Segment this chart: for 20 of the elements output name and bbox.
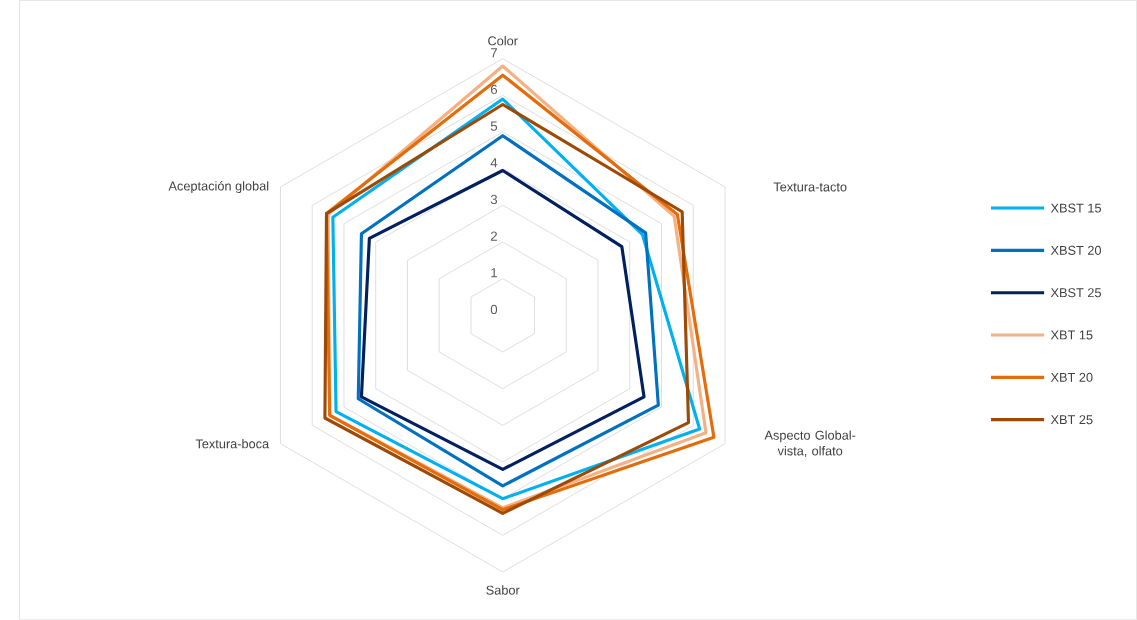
spoke-label: Textura-boca [195, 439, 270, 449]
y-tick-label: 6 [490, 84, 498, 95]
spoke-label: Color [488, 36, 518, 46]
y-tick-label: 2 [490, 231, 497, 241]
legend-label: XBT 15 [1050, 330, 1093, 340]
legend-label: XBST 25 [1050, 288, 1101, 298]
legend-label: XBST 15 [1050, 203, 1101, 213]
legend-label: XBT 25 [1050, 415, 1093, 425]
y-tick-label: 1 [491, 268, 497, 278]
legend-label: XBST 20 [1050, 245, 1102, 255]
spoke-label: Sabor [486, 585, 520, 595]
spoke-label: Textura-tacto [773, 182, 847, 192]
spoke-label: Aceptación global [168, 181, 269, 194]
y-tick-label: 3 [490, 194, 498, 205]
spoke-label: Aspecto Global-vista, olfato [764, 430, 856, 458]
legend-label: XBT 20 [1050, 372, 1093, 382]
y-tick-label: 4 [490, 158, 498, 168]
y-tick-label: 7 [490, 48, 497, 58]
y-tick-label: 5 [490, 121, 498, 131]
y-tick-label: 0 [490, 304, 498, 315]
